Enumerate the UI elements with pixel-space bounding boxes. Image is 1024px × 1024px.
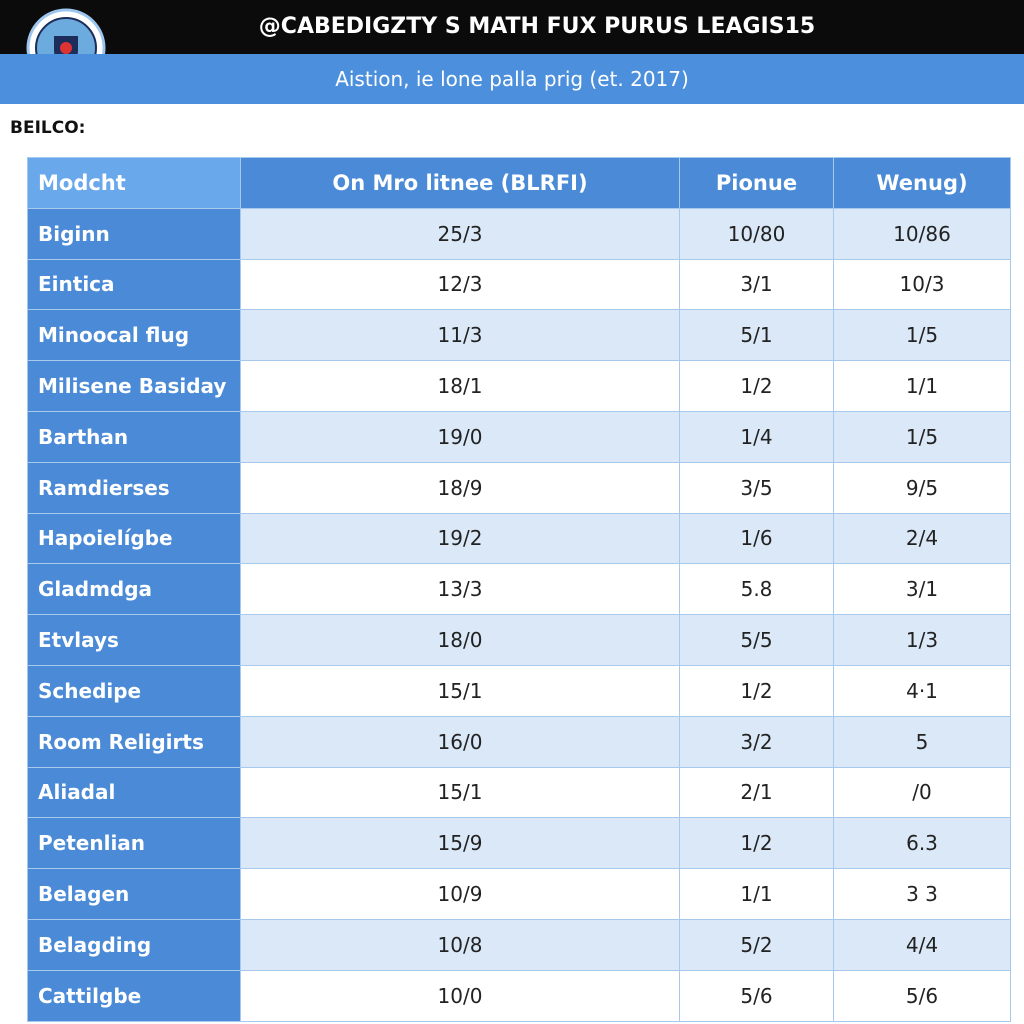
team-cell: Minoocal flug: [27, 309, 241, 362]
value-cell: 1/2: [679, 360, 834, 412]
value-cell: 4/4: [833, 918, 1011, 971]
value-cell: 15/9: [240, 817, 680, 870]
table-body: Biginn 25/3 10/80 10/86 Eintica 12/3 3/1 10/3 Mi…: [27, 207, 1011, 1022]
table-row: Gladmdga 13/3 5.8 3/1: [27, 563, 1011, 616]
team-cell: Milisene Basiday: [27, 360, 241, 412]
value-cell: 6.3: [833, 817, 1011, 870]
value-cell: 18/0: [240, 614, 680, 666]
team-cell: Gladmdga: [27, 563, 241, 616]
team-cell: Ramdierses: [27, 461, 241, 514]
value-cell: 15/1: [240, 664, 680, 717]
table-row: Belagding 10/8 5/2 4/4: [27, 918, 1011, 971]
column-header: Pionue: [679, 157, 834, 209]
value-cell: 1/2: [679, 817, 834, 870]
value-cell: 10/3: [833, 258, 1011, 311]
team-cell: Biginn: [27, 207, 241, 260]
team-cell: Schedipe: [27, 664, 241, 717]
value-cell: 15/1: [240, 766, 680, 819]
value-cell: 1/4: [679, 410, 834, 463]
team-cell: Petenlian: [27, 817, 241, 870]
value-cell: 5/6: [833, 969, 1011, 1022]
value-cell: 1/5: [833, 309, 1011, 362]
table-row: Barthan 19/0 1/4 1/5: [27, 410, 1011, 463]
value-cell: 5.8: [679, 563, 834, 616]
value-cell: 18/1: [240, 360, 680, 412]
value-cell: 1/3: [833, 614, 1011, 666]
team-cell: Belagding: [27, 918, 241, 971]
team-cell: Barthan: [27, 410, 241, 463]
table-row: Ramdierses 18/9 3/5 9/5: [27, 461, 1011, 514]
table-row: Belagen 10/9 1/1 3 3: [27, 868, 1011, 920]
value-cell: 3/1: [833, 563, 1011, 616]
value-cell: 1/1: [679, 868, 834, 920]
value-cell: 2/4: [833, 512, 1011, 565]
team-cell: Cattilgbe: [27, 969, 241, 1022]
title: @CABEDIGZTY S MATH FUX PURUS LEAGIS15: [258, 14, 816, 39]
header-row: Modcht On Mro litnee (BLRFI) Pionue Wenug): [27, 157, 1011, 209]
team-cell: Eintica: [27, 258, 241, 311]
table-row: Etvlays 18/0 5/5 1/3: [27, 614, 1011, 666]
team-cell: Hapoielígbe: [27, 512, 241, 565]
value-cell: 5/1: [679, 309, 834, 362]
table-row: Schedipe 15/1 1/2 4·1: [27, 664, 1011, 717]
value-cell: 5/2: [679, 918, 834, 971]
value-cell: 5: [833, 715, 1011, 768]
value-cell: 9/5: [833, 461, 1011, 514]
value-cell: 1/2: [679, 664, 834, 717]
column-header: Modcht: [27, 157, 241, 209]
value-cell: 4·1: [833, 664, 1011, 717]
team-cell: Room Religirts: [27, 715, 241, 768]
value-cell: 10/9: [240, 868, 680, 920]
column-header: On Mro litnee (BLRFI): [240, 157, 680, 209]
value-cell: 19/0: [240, 410, 680, 463]
value-cell: 3/5: [679, 461, 834, 514]
table-row: Eintica 12/3 3/1 10/3: [27, 258, 1011, 311]
value-cell: 1/5: [833, 410, 1011, 463]
top-bar: @CABEDIGZTY S MATH FUX PURUS LEAGIS15: [0, 0, 1024, 88]
value-cell: 3 3: [833, 868, 1011, 920]
team-cell: Etvlays: [27, 614, 241, 666]
subtitle: Aistion, ie lone palla prig (et. 2017): [335, 67, 689, 91]
value-cell: 10/86: [833, 207, 1011, 260]
value-cell: 2/1: [679, 766, 834, 819]
standings-table: Modcht On Mro litnee (BLRFI) Pionue Wenug) …: [27, 157, 1011, 1022]
value-cell: 19/2: [240, 512, 680, 565]
value-cell: 10/8: [240, 918, 680, 971]
value-cell: 25/3: [240, 207, 680, 260]
value-cell: 10/80: [679, 207, 834, 260]
value-cell: 11/3: [240, 309, 680, 362]
table-row: Room Religirts 16/0 3/2 5: [27, 715, 1011, 768]
table-row: Minoocal flug 11/3 5/1 1/5: [27, 309, 1011, 362]
value-cell: 18/9: [240, 461, 680, 514]
value-cell: 12/3: [240, 258, 680, 311]
table-row: Hapoielígbe 19/2 1/6 2/4: [27, 512, 1011, 565]
table-row: Aliadal 15/1 2/1/0: [27, 766, 1011, 819]
table-row: Cattilgbe 10/0 5/6 5/6: [27, 969, 1011, 1022]
table-row: Petenlian 15/9 1/2 6.3: [27, 817, 1011, 870]
value-cell: 3/2: [679, 715, 834, 768]
team-cell: Belagen: [27, 868, 241, 920]
value-cell: 1/6: [679, 512, 834, 565]
column-header: Wenug): [833, 157, 1011, 209]
subtitle-bar: Aistion, ie lone palla prig (et. 2017): [0, 54, 1024, 104]
value-cell: 5/6: [679, 969, 834, 1022]
team-cell: Aliadal: [27, 766, 241, 819]
value-cell: 1/1: [833, 360, 1011, 412]
value-cell: 16/0: [240, 715, 680, 768]
table-row: Biginn 25/3 10/80 10/86: [27, 207, 1011, 260]
value-cell: 13/3: [240, 563, 680, 616]
value-cell: 10/0: [240, 969, 680, 1022]
value-cell: 5/5: [679, 614, 834, 666]
table-row: Milisene Basiday 18/1 1/2 1/1: [27, 360, 1011, 412]
value-cell: /0: [833, 766, 1011, 819]
section-label: BEILCO:: [10, 118, 86, 138]
value-cell: 3/1: [679, 258, 834, 311]
